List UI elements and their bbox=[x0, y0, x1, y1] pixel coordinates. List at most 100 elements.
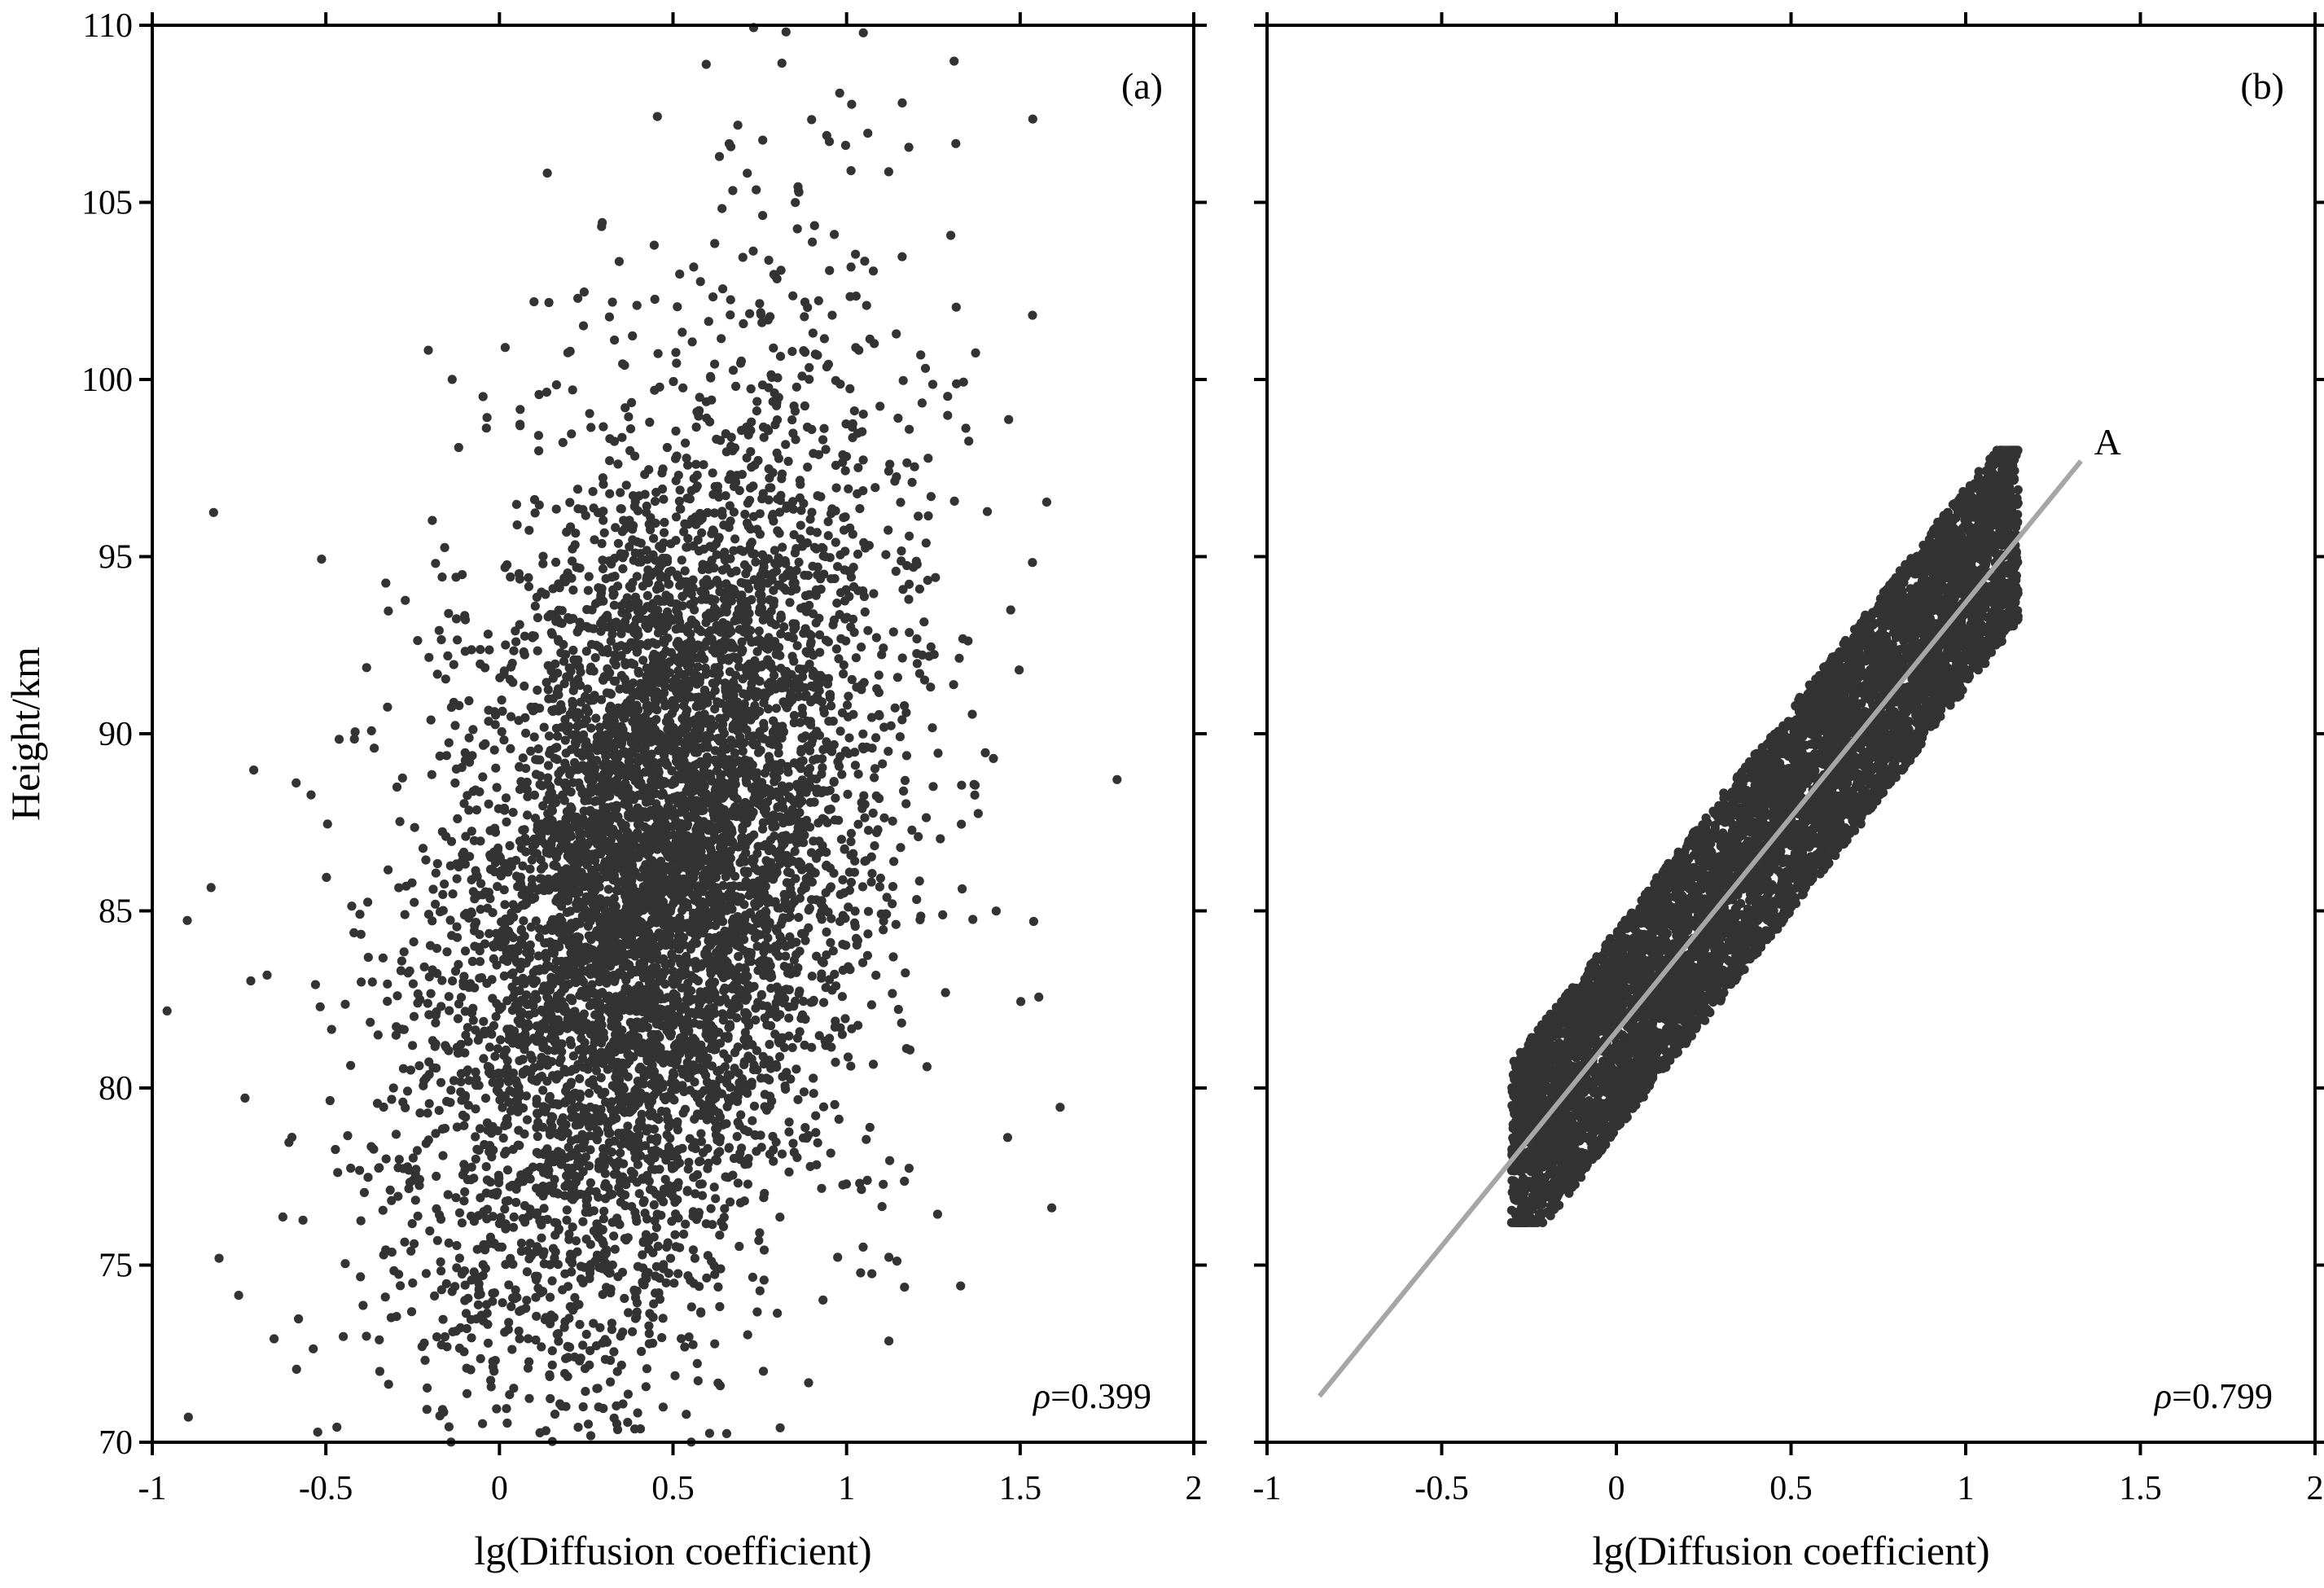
data-point bbox=[391, 1130, 401, 1139]
data-point bbox=[900, 701, 910, 711]
data-point bbox=[770, 670, 779, 680]
data-point bbox=[454, 1253, 465, 1263]
data-point bbox=[758, 211, 768, 221]
data-point bbox=[334, 735, 344, 744]
data-point bbox=[620, 524, 629, 534]
data-point bbox=[410, 1195, 420, 1205]
data-point bbox=[444, 992, 454, 1002]
data-point bbox=[454, 442, 463, 453]
data-point bbox=[672, 358, 682, 368]
data-point bbox=[800, 1123, 810, 1133]
data-point bbox=[448, 976, 458, 986]
data-point bbox=[857, 882, 868, 892]
data-point bbox=[768, 467, 778, 478]
data-point bbox=[585, 409, 594, 419]
data-point bbox=[777, 474, 787, 484]
data-point bbox=[561, 1353, 571, 1363]
data-point bbox=[651, 1222, 662, 1232]
data-point bbox=[769, 1156, 778, 1166]
data-point bbox=[399, 947, 409, 957]
data-point bbox=[774, 529, 784, 538]
data-point bbox=[363, 897, 373, 907]
data-point bbox=[292, 778, 301, 788]
data-point bbox=[426, 989, 436, 998]
data-point bbox=[599, 528, 609, 537]
data-point bbox=[613, 459, 623, 469]
data-point bbox=[526, 746, 536, 757]
data-point bbox=[542, 169, 552, 178]
data-point bbox=[246, 976, 256, 986]
data-point bbox=[478, 392, 488, 401]
data-point bbox=[388, 1083, 398, 1093]
data-point bbox=[588, 989, 599, 998]
data-point bbox=[833, 562, 843, 572]
data-point bbox=[890, 703, 900, 713]
data-point bbox=[492, 1404, 502, 1414]
data-point bbox=[840, 1014, 850, 1024]
data-point bbox=[871, 971, 881, 980]
data-point bbox=[620, 1293, 629, 1303]
data-point bbox=[408, 1041, 418, 1051]
data-point bbox=[476, 1353, 485, 1363]
data-point bbox=[407, 1219, 417, 1229]
data-point bbox=[655, 542, 664, 551]
data-point bbox=[689, 1173, 699, 1182]
data-point bbox=[831, 1057, 840, 1067]
data-point bbox=[821, 983, 831, 993]
data-point bbox=[716, 436, 726, 445]
data-point bbox=[524, 572, 533, 583]
data-point bbox=[870, 764, 880, 774]
data-point bbox=[583, 684, 593, 694]
data-point bbox=[840, 466, 850, 476]
data-point bbox=[833, 757, 843, 767]
data-point bbox=[509, 1212, 519, 1222]
data-point bbox=[580, 796, 590, 805]
data-point bbox=[715, 1147, 725, 1156]
data-point bbox=[682, 1410, 691, 1419]
data-point bbox=[432, 858, 442, 869]
data-point bbox=[769, 343, 778, 353]
data-point bbox=[708, 526, 719, 537]
data-point bbox=[501, 1196, 511, 1206]
data-point bbox=[617, 1267, 628, 1277]
data-point bbox=[713, 1123, 722, 1134]
data-point bbox=[322, 819, 332, 829]
data-point bbox=[773, 1309, 783, 1318]
data-point bbox=[853, 463, 863, 472]
data-point bbox=[447, 375, 457, 384]
data-point bbox=[454, 700, 464, 711]
data-point bbox=[397, 773, 407, 783]
data-point bbox=[922, 1062, 932, 1072]
data-point bbox=[533, 1244, 543, 1254]
data-point bbox=[804, 1378, 813, 1388]
data-point bbox=[835, 550, 845, 559]
data-point bbox=[613, 812, 623, 822]
data-point bbox=[445, 1006, 454, 1016]
data-point bbox=[313, 1428, 322, 1437]
data-point bbox=[458, 1110, 468, 1120]
data-point bbox=[568, 1051, 578, 1061]
data-point bbox=[1034, 992, 1044, 1002]
data-point bbox=[449, 1076, 459, 1086]
data-point bbox=[436, 1002, 446, 1011]
data-point bbox=[414, 1061, 424, 1071]
data-point bbox=[875, 873, 885, 883]
data-point bbox=[499, 805, 510, 815]
data-point bbox=[751, 1016, 761, 1025]
data-point bbox=[616, 1188, 625, 1198]
data-point bbox=[858, 729, 868, 739]
data-point bbox=[641, 1230, 651, 1239]
data-point bbox=[690, 1253, 700, 1263]
data-point bbox=[943, 410, 953, 420]
data-point bbox=[797, 704, 807, 713]
data-point bbox=[796, 1014, 806, 1024]
data-point bbox=[601, 574, 611, 584]
data-point bbox=[745, 309, 755, 318]
data-point bbox=[970, 790, 980, 800]
data-point bbox=[427, 770, 436, 779]
data-point bbox=[867, 1269, 877, 1279]
data-point bbox=[486, 1382, 496, 1392]
data-point bbox=[599, 422, 608, 432]
data-point bbox=[522, 1296, 532, 1305]
data-point bbox=[462, 1323, 471, 1334]
